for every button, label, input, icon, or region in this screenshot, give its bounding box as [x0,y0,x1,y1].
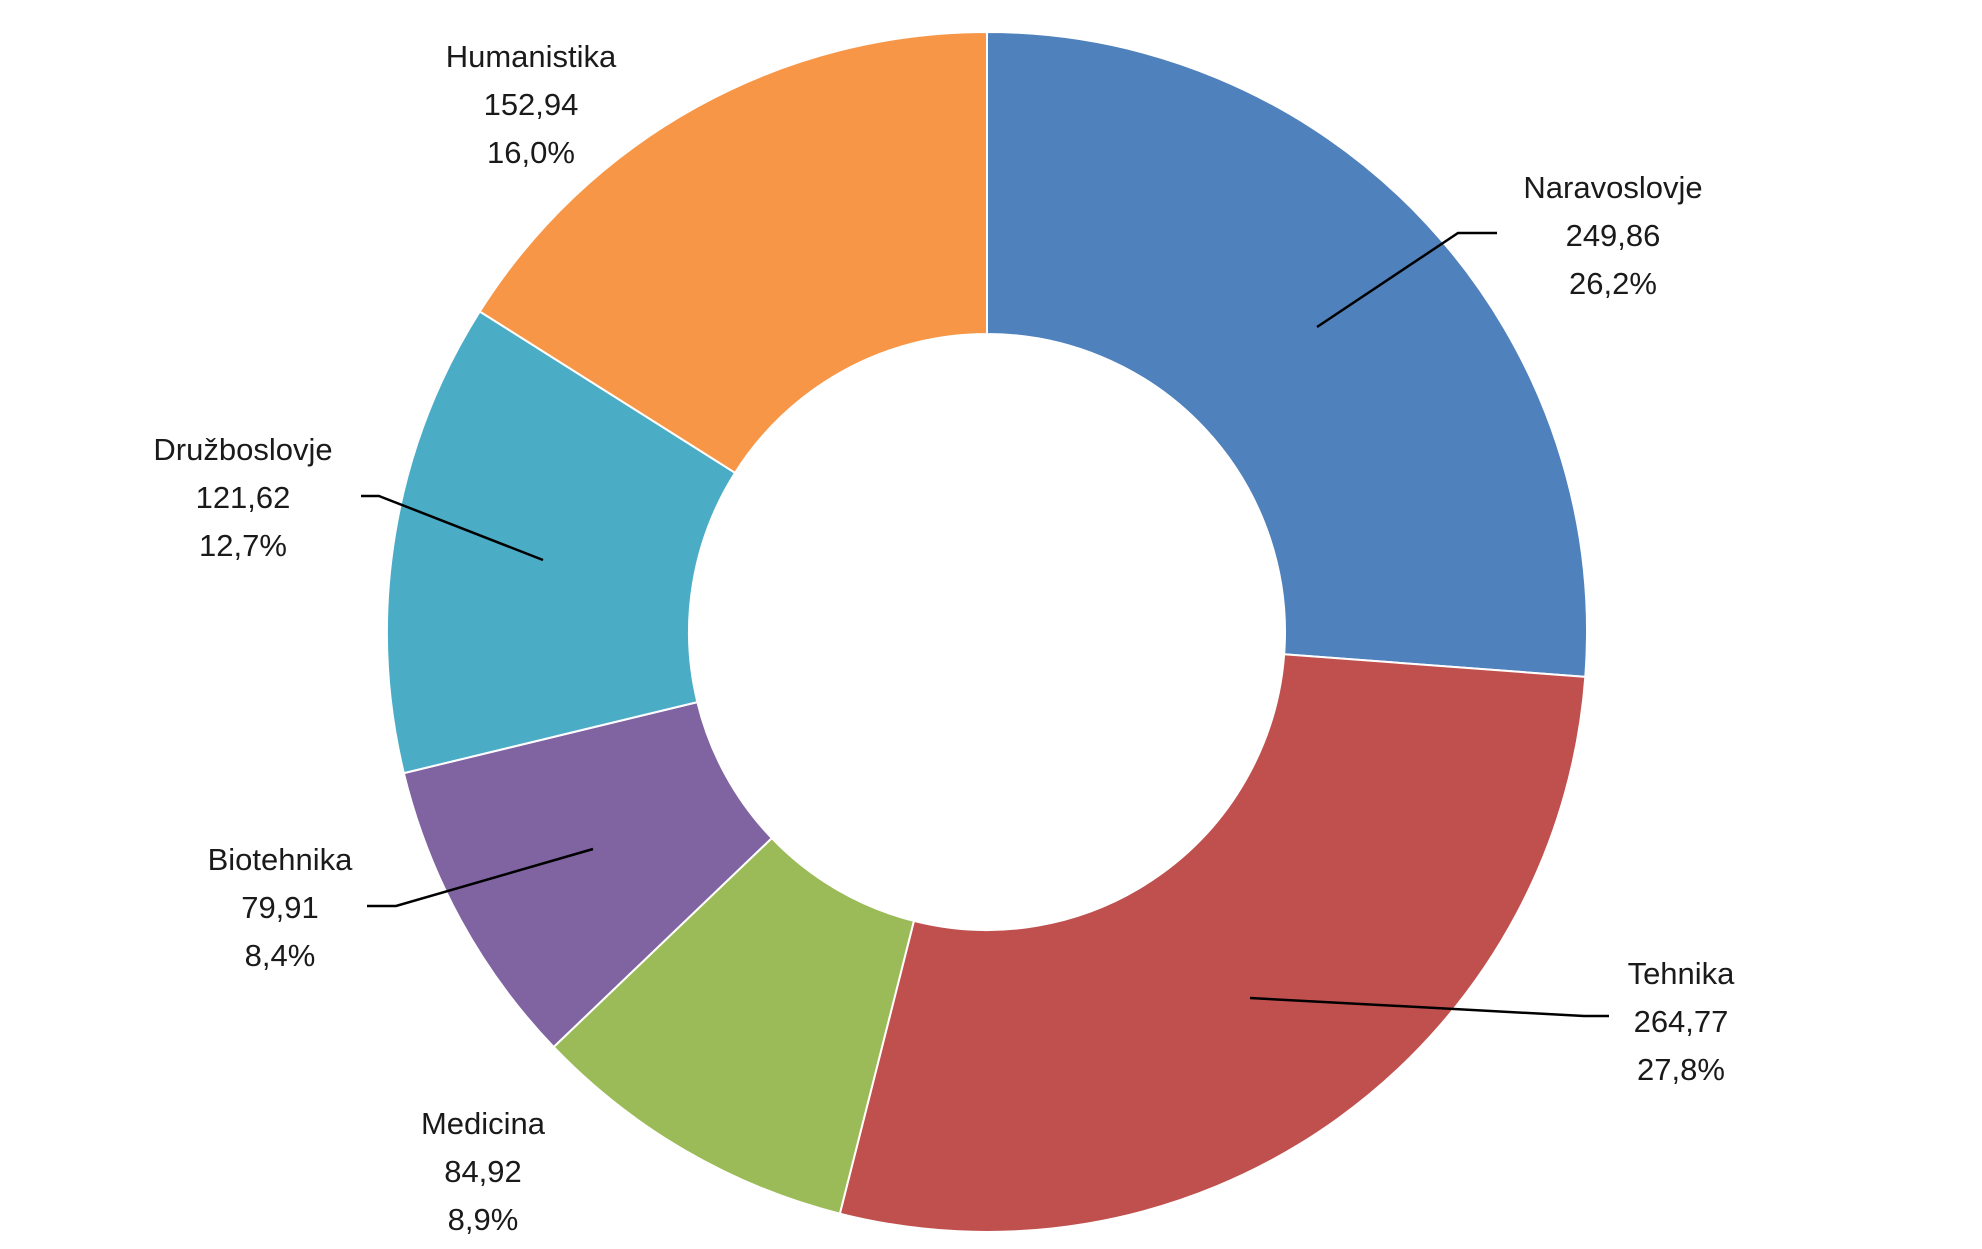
data-label-tehnika: Tehnika 264,77 27,8% [1628,956,1736,1087]
category-label: Humanistika [446,39,617,74]
category-label: Družboslovje [153,432,332,467]
slice-humanistika [478,30,988,475]
percent-label: 8,4% [245,938,316,973]
data-labels: Naravoslovje 249,86 26,2% Tehnika 264,77 27,8… [153,39,1735,1237]
slice-tehnika [838,653,1587,1233]
leader-line-biotehnika [367,847,594,908]
leader-line-naravoslovje [1316,231,1497,329]
category-label: Tehnika [1628,956,1736,991]
value-label: 152,94 [484,87,579,122]
data-label-biotehnika: Biotehnika 79,91 8,4% [208,842,354,973]
value-label: 79,91 [241,890,319,925]
slice-naravoslovje [986,30,1588,678]
value-label: 249,86 [1566,218,1661,253]
value-label: 264,77 [1634,1004,1729,1039]
percent-label: 26,2% [1569,266,1657,301]
value-label: 121,62 [196,480,291,515]
percent-label: 8,9% [448,1202,519,1237]
data-label-naravoslovje: Naravoslovje 249,86 26,2% [1523,170,1702,301]
category-label: Biotehnika [208,842,354,877]
value-label: 84,92 [444,1154,522,1189]
slice-druzboslovje [386,310,737,775]
category-label: Medicina [421,1106,546,1141]
slice-medicina [552,836,916,1215]
percent-label: 16,0% [487,135,575,170]
leader-lines [361,231,1609,1018]
leader-line-druzboslovje [361,494,544,562]
percent-label: 27,8% [1637,1052,1725,1087]
slices [386,30,1588,1233]
data-label-medicina: Medicina 84,92 8,9% [421,1106,546,1237]
data-label-druzboslovje: Družboslovje 121,62 12,7% [153,432,332,563]
percent-label: 12,7% [199,528,287,563]
data-label-humanistika: Humanistika 152,94 16,0% [446,39,617,170]
category-label: Naravoslovje [1523,170,1702,205]
slice-biotehnika [402,700,774,1049]
leader-line-tehnika [1249,996,1609,1018]
